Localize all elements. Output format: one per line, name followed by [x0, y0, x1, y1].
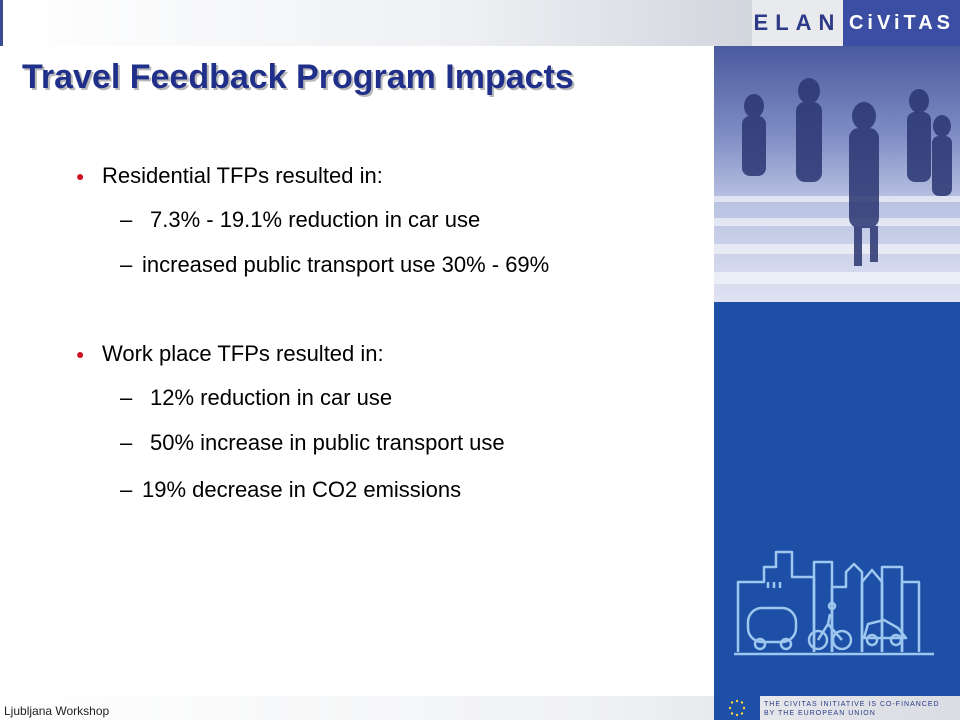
dash-icon: –: [120, 385, 133, 410]
eu-text-line1: THE CIVITAS INITIATIVE IS CO-FINANCED: [764, 701, 940, 708]
sub-item-text: 50% increase in public transport use: [150, 430, 505, 455]
slide-title: Travel Feedback Program Impacts: [22, 58, 574, 96]
bullet-workplace: ● Work place TFPs resulted in:: [76, 341, 384, 367]
eu-cofinanced-text: THE CIVITAS INITIATIVE IS CO-FINANCED BY…: [764, 700, 940, 718]
elan-logo: ELAN: [752, 0, 843, 46]
eu-stars: [728, 699, 746, 717]
sub-item-text: 12% reduction in car use: [150, 385, 393, 410]
eu-flag-icon: [714, 696, 760, 720]
sub-item: –19% decrease in CO2 emissions: [120, 477, 461, 503]
sub-item-text: 7.3% - 19.1% reduction in car use: [150, 207, 481, 232]
city-line-illustration: [734, 550, 934, 656]
header-gradient: [0, 0, 843, 46]
bullet-heading: Work place TFPs resulted in:: [102, 341, 384, 366]
header-bar: ELAN CiViTAS: [0, 0, 960, 46]
sub-item-text: 19% decrease in CO2 emissions: [142, 477, 462, 502]
bullet-heading: Residential TFPs resulted in:: [102, 163, 383, 188]
bullet-residential: ● Residential TFPs resulted in:: [76, 163, 383, 189]
photo-illustration: [714, 78, 960, 284]
civitas-logo: CiViTAS: [843, 0, 960, 46]
sub-item: –7.3% - 19.1% reduction in car use: [120, 207, 480, 233]
bullet-dot-icon: ●: [76, 168, 85, 184]
sub-item-text: increased public transport use 30% - 69%: [142, 252, 550, 277]
sub-item: – increased public transport use 30% - 69…: [120, 252, 549, 278]
dash-icon: –: [120, 430, 133, 455]
footer-workshop-label: Ljubljana Workshop: [4, 704, 110, 718]
dash-icon: –: [120, 477, 133, 502]
dash-icon: –: [120, 252, 133, 277]
footer-bar: [0, 696, 960, 720]
sub-item: –50% increase in public transport use: [120, 430, 505, 456]
dash-icon: –: [120, 207, 133, 232]
header-left-rule: [0, 0, 3, 46]
eu-text-line2: BY THE EUROPEAN UNION: [764, 710, 876, 717]
blue-panel: [714, 302, 960, 696]
people-crossing-photo: [714, 46, 960, 302]
bullet-dot-icon: ●: [76, 346, 85, 362]
sub-item: –12% reduction in car use: [120, 385, 392, 411]
